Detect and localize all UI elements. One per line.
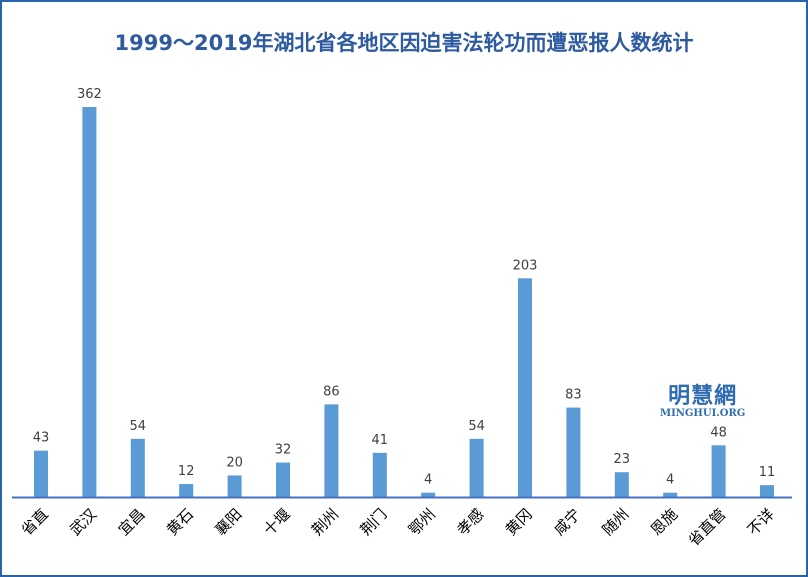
data-label: 203 — [513, 258, 538, 273]
data-label: 4 — [424, 473, 432, 488]
data-label: 4 — [666, 473, 674, 488]
bar-鄂州 — [421, 492, 436, 497]
data-label: 362 — [77, 87, 102, 102]
data-label: 48 — [710, 425, 727, 440]
x-tick-label: 襄阳 — [211, 505, 245, 539]
x-tick-label: 宜昌 — [115, 505, 149, 539]
bar-襄阳 — [227, 475, 242, 497]
x-tick-label: 十堰 — [260, 505, 294, 539]
x-tick-label: 黄石 — [163, 505, 197, 539]
bar-武汉 — [82, 107, 97, 497]
data-label: 43 — [33, 431, 50, 446]
x-tick-label: 武汉 — [66, 505, 100, 539]
bar-恩施 — [663, 492, 678, 497]
data-label: 41 — [372, 433, 389, 448]
data-label: 86 — [323, 384, 340, 399]
bar-宜昌 — [130, 438, 145, 497]
watermark-en: MINGHUI.ORG — [660, 408, 746, 419]
x-tick-label: 恩施 — [647, 505, 681, 539]
x-tick-label: 随州 — [599, 505, 633, 539]
x-tick-label: 省直管 — [685, 505, 730, 550]
chart-title: 1999～2019年湖北省各地区因迫害法轮功而遭恶报人数统计 — [114, 31, 694, 55]
data-label: 20 — [226, 455, 243, 470]
bar-省直管 — [711, 445, 726, 497]
bar-黄石 — [179, 484, 194, 497]
bar-十堰 — [276, 462, 290, 497]
data-label: 11 — [759, 465, 776, 480]
x-tick-label: 孝感 — [453, 505, 487, 539]
data-label: 83 — [565, 388, 582, 403]
data-label: 23 — [614, 452, 631, 467]
x-tick-label: 黄冈 — [502, 505, 536, 539]
bar-随州 — [614, 472, 629, 497]
bar-咸宁 — [566, 407, 581, 497]
x-tick-label: 不详 — [744, 505, 778, 539]
bar-黄冈 — [518, 278, 532, 497]
data-label: 54 — [468, 419, 485, 434]
minghui-watermark: 明慧網 MINGHUI.ORG — [660, 378, 745, 419]
bar-孝感 — [469, 438, 484, 497]
bar-荆州 — [324, 404, 339, 497]
watermark-cn: 明慧網 — [668, 384, 738, 409]
data-label: 12 — [178, 464, 195, 479]
x-tick-label: 鄂州 — [405, 505, 439, 539]
bar-省直 — [34, 450, 48, 497]
x-tick-label: 荆门 — [357, 505, 391, 539]
data-label: 54 — [130, 419, 147, 434]
x-tick-label: 荆州 — [308, 505, 342, 539]
data-label: 32 — [275, 443, 292, 458]
x-tick-label: 省直 — [18, 505, 52, 539]
bar-荆门 — [372, 452, 387, 497]
bar-不详 — [760, 485, 774, 497]
x-tick-label: 咸宁 — [550, 505, 584, 539]
